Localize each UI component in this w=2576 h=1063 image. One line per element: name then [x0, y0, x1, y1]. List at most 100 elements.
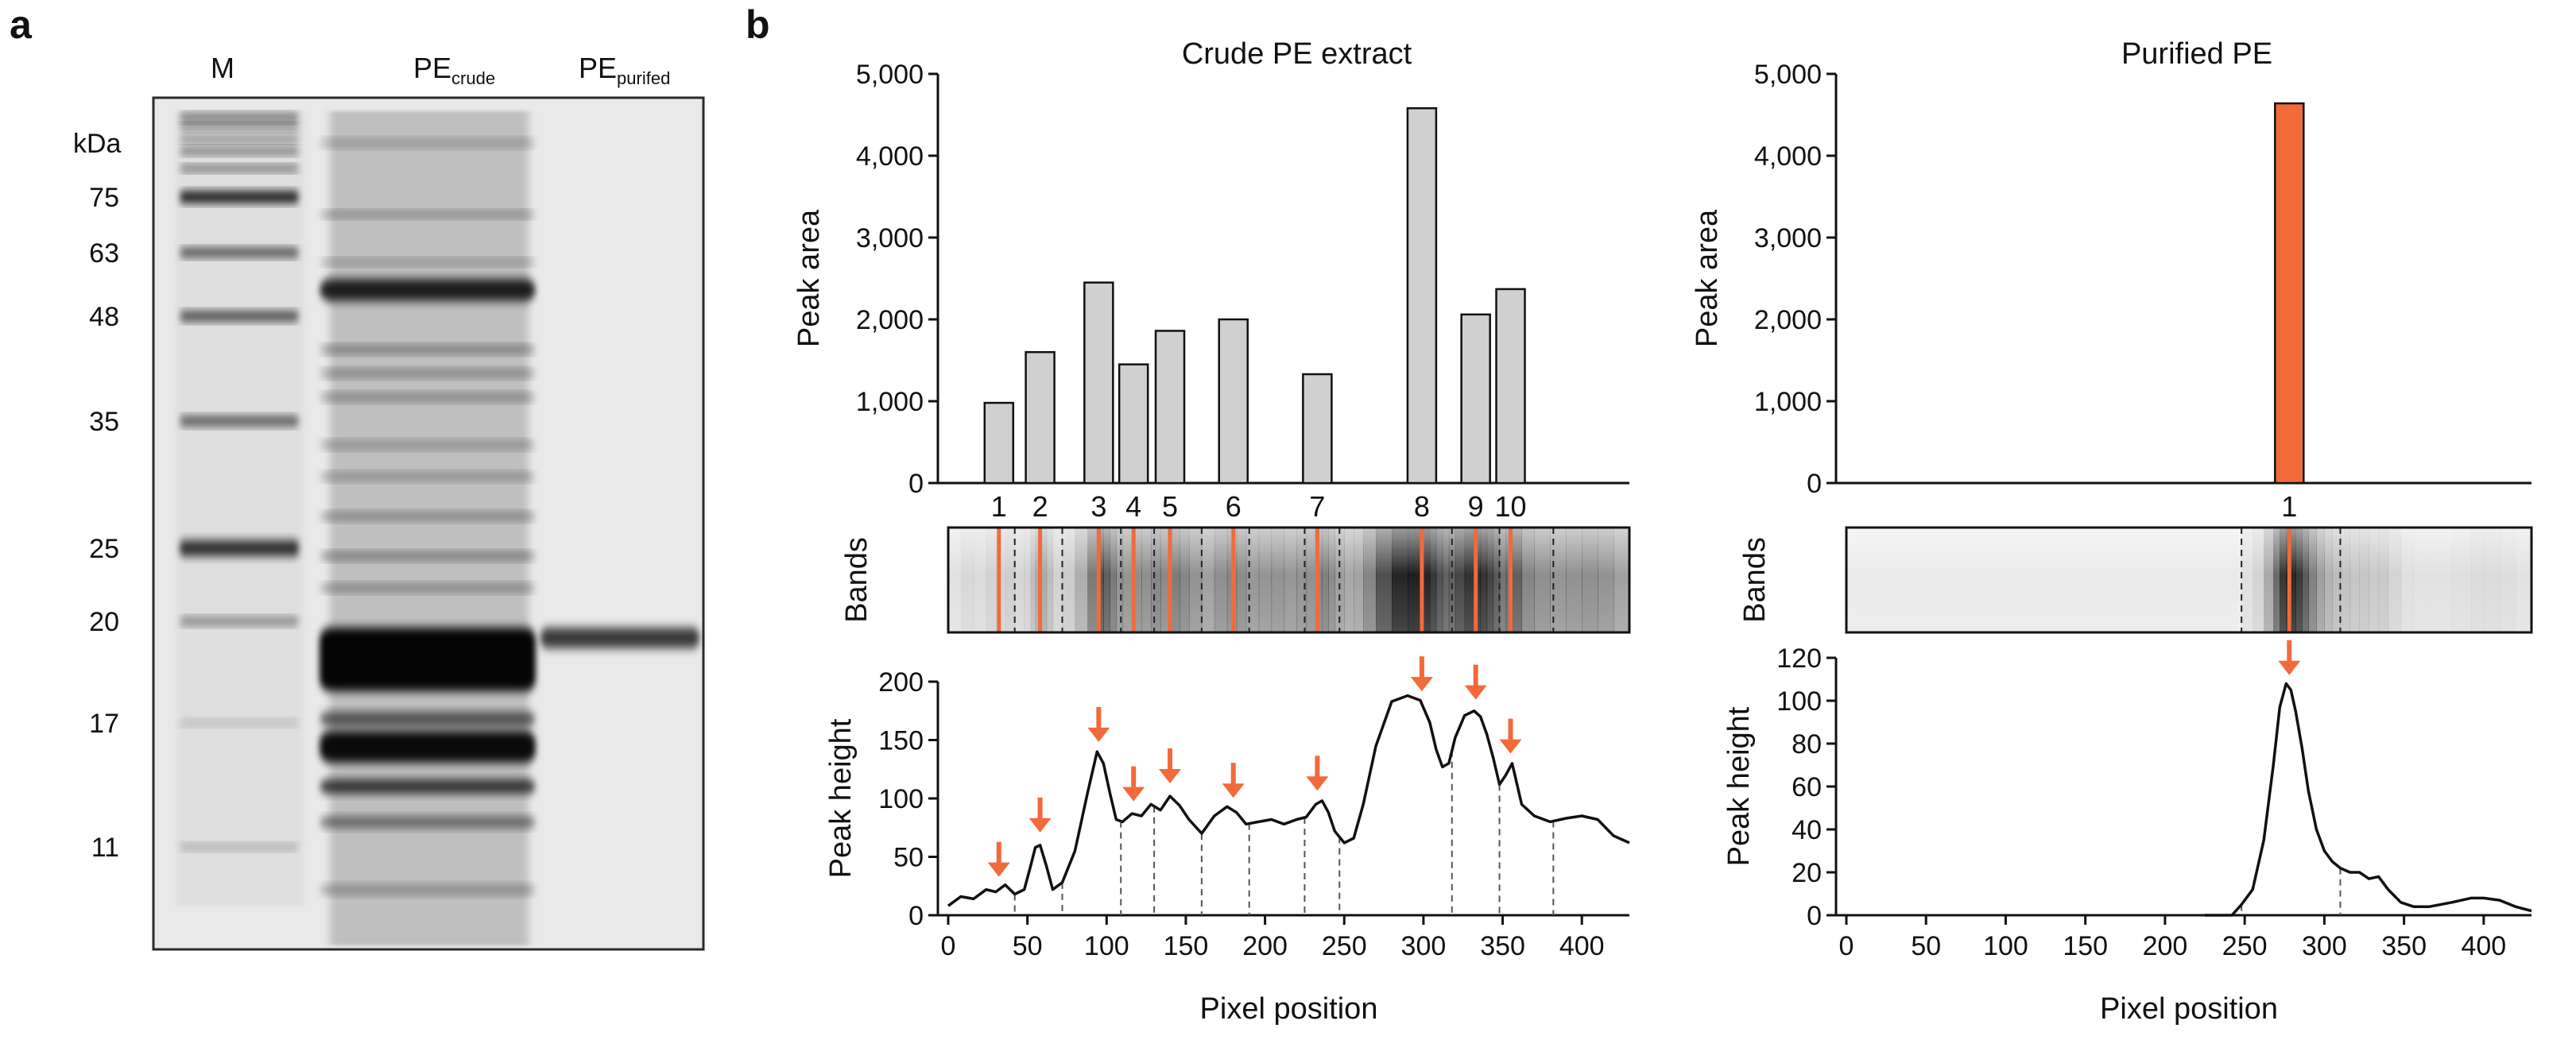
- lane-label-crude: PEcrude: [413, 52, 495, 88]
- line-y-tick-label: 20: [1792, 858, 1822, 888]
- kda-label-63: 63: [89, 238, 119, 269]
- band-number-2: 2: [1032, 490, 1048, 523]
- bands-label: Bands: [1738, 537, 1772, 623]
- line-x-tick-label: 250: [2222, 931, 2268, 961]
- crude-band: [320, 369, 536, 377]
- lane-label-purified: PEpurifed: [579, 52, 670, 88]
- chart-title: Crude PE extract: [1182, 37, 1412, 71]
- bar-y-tick-label: 3,000: [1754, 223, 1822, 253]
- marker-band: [180, 540, 299, 556]
- crude-pe-densitometry: Crude PE extract 0 1,000 2,000 3,000 4,000 5,0…: [792, 37, 1631, 1026]
- marker-band: [180, 191, 299, 203]
- kda-label-17: 17: [89, 709, 119, 739]
- bar-10: [1495, 288, 1526, 485]
- crude-band: [320, 731, 536, 763]
- crude-band: [320, 779, 536, 794]
- crude-band: [320, 473, 536, 481]
- bar-y-tick-label: 4,000: [856, 141, 924, 172]
- crude-lane-smear: [330, 111, 529, 945]
- peak-arrow: [1028, 797, 1052, 833]
- crude-band: [320, 279, 536, 301]
- kda-label-11: 11: [91, 833, 119, 863]
- line-x-tick-label: 100: [1983, 931, 2028, 961]
- bar-7: [1302, 373, 1333, 485]
- line-y-tick-label: 80: [1792, 729, 1822, 760]
- line-x-tick-label: 100: [1084, 931, 1129, 961]
- bar-5: [1154, 330, 1186, 485]
- peak-arrow-head: [1306, 776, 1329, 791]
- bar-4: [1118, 363, 1149, 485]
- peak-arrow: [1499, 718, 1522, 754]
- purified-band: [540, 628, 699, 648]
- bar-6: [1218, 318, 1249, 485]
- line-y-tick-label: 50: [893, 843, 924, 873]
- line-y-tick-label: 120: [1776, 644, 1822, 674]
- bar-y-tick-label: 4,000: [1754, 141, 1822, 172]
- crude-band: [320, 211, 536, 218]
- peak-arrow: [1087, 706, 1110, 742]
- bar-8: [1406, 107, 1438, 485]
- kda-unit-label: kDa: [73, 129, 122, 159]
- strip-shading: [1846, 528, 2531, 632]
- band-number-9: 9: [1468, 490, 1484, 523]
- bar-1: [983, 401, 1015, 485]
- bar-y-tick-label: 5,000: [1754, 60, 1822, 90]
- marker-band: [180, 617, 299, 625]
- peak-arrow-head: [1410, 677, 1433, 692]
- peak-arrow-head: [1464, 685, 1487, 700]
- panel-a-letter: a: [10, 2, 33, 47]
- bar-y-axis-title: Peak area: [792, 209, 826, 347]
- line-x-tick-label: 300: [2302, 931, 2347, 961]
- gel-bands: [176, 111, 699, 945]
- band-number-10: 10: [1494, 490, 1526, 523]
- bar-y-tick-label: 1,000: [856, 387, 924, 417]
- peak-arrow: [1222, 763, 1245, 798]
- band-number-8: 8: [1414, 490, 1430, 523]
- lane-label-marker: M: [211, 52, 234, 84]
- bar-3: [1083, 281, 1114, 485]
- crude-band: [320, 259, 536, 265]
- bar-y-axis-title: Peak area: [1691, 209, 1724, 347]
- marker-band: [180, 114, 299, 122]
- line-y-tick-label: 60: [1792, 772, 1822, 802]
- strip-frame: [1845, 526, 2533, 634]
- marker-lane-smear: [176, 111, 304, 906]
- peak-arrow: [1122, 766, 1145, 802]
- line-x-tick-label: 400: [2461, 931, 2506, 961]
- peak-arrow-head: [1159, 769, 1182, 784]
- bands-strip: [1845, 526, 2533, 634]
- line-x-tick-label: 0: [1839, 931, 1854, 961]
- band-number-1: 1: [991, 490, 1007, 523]
- crude-band: [320, 139, 536, 147]
- line-x-tick-label: 200: [1242, 931, 1288, 961]
- peak-arrow-head: [2278, 660, 2301, 675]
- line-x-tick-label: 150: [2063, 931, 2108, 961]
- line-y-tick-label: 150: [878, 726, 924, 756]
- crude-band: [320, 512, 536, 520]
- band-number-4: 4: [1125, 490, 1141, 523]
- profile-line: [947, 694, 1630, 907]
- crude-band: [320, 584, 536, 592]
- chart-title: Purified PE: [2121, 37, 2272, 71]
- kda-label-48: 48: [89, 302, 119, 332]
- band-number-5: 5: [1162, 490, 1178, 523]
- bar-y-tick-label: 3,000: [856, 223, 924, 253]
- peak-arrow: [1159, 748, 1182, 784]
- bar-9: [1460, 313, 1491, 485]
- line-x-tick-label: 50: [1911, 931, 1941, 961]
- line-x-axis-title: Pixel position: [1200, 992, 1378, 1026]
- peak-arrow-head: [1122, 787, 1145, 802]
- strip-frame: [947, 526, 1631, 634]
- bar-1: [2274, 102, 2305, 485]
- line-x-tick-label: 50: [1013, 931, 1043, 961]
- marker-band: [180, 147, 299, 155]
- marker-band: [180, 124, 299, 130]
- band-number-3: 3: [1090, 490, 1106, 523]
- marker-band: [180, 311, 299, 321]
- peak-arrow: [1464, 664, 1487, 700]
- bar-y-tick-label: 0: [908, 469, 924, 499]
- profile-line: [2205, 682, 2532, 917]
- bar-y-tick-label: 2,000: [856, 305, 924, 335]
- line-y-axis-title: Peak height: [1722, 706, 1756, 866]
- kda-marker-labels: 75 63 48 35 25 20 17 11: [89, 183, 119, 863]
